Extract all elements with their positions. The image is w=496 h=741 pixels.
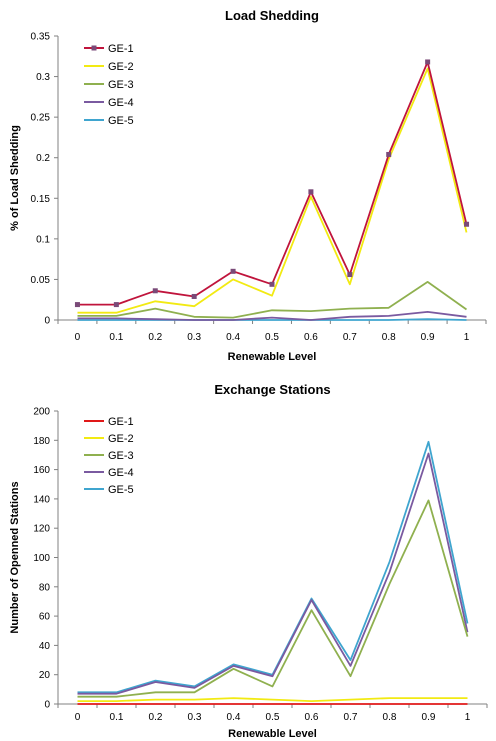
chart1-series-ge-1-point bbox=[386, 151, 392, 157]
chart2-x-tick-label: 0.9 bbox=[422, 712, 436, 723]
chart1-series-ge-1-line bbox=[77, 61, 468, 306]
chart1-y-tick-label: 0.05 bbox=[31, 275, 51, 286]
chart1-series-ge-2-line bbox=[77, 67, 468, 314]
chart1-y-tick-label: 0.3 bbox=[36, 72, 50, 83]
chart1-legend-label-ge-2: GE-2 bbox=[108, 61, 134, 73]
chart2-x-tick-label: 0.1 bbox=[110, 712, 124, 723]
chart1-x-tick-label: 0.6 bbox=[304, 332, 318, 343]
chart1-x-tick-label: 0.9 bbox=[421, 332, 435, 343]
chart1-x-tick-label: 0.7 bbox=[343, 332, 357, 343]
chart2-x-tick-label: 0.3 bbox=[188, 712, 202, 723]
chart1-y-tick-label: 0 bbox=[44, 316, 50, 327]
chart2-y-tick-label: 60 bbox=[39, 612, 51, 623]
chart1-x-tick-label: 0.4 bbox=[226, 332, 240, 343]
chart1-y-tick-label: 0.35 bbox=[31, 32, 51, 43]
chart1-legend-label-ge-3: GE-3 bbox=[108, 79, 134, 91]
chart2-y-tick-label: 140 bbox=[33, 494, 50, 505]
chart2-y-tick-label: 180 bbox=[33, 436, 50, 447]
chart2-x-tick-label: 0.2 bbox=[149, 712, 163, 723]
chart1-y-axis-label: % of Load Shedding bbox=[9, 125, 21, 231]
chart1-legend-label-ge-1: GE-1 bbox=[108, 43, 134, 55]
chart2-y-tick-label: 200 bbox=[33, 407, 50, 418]
chart2-legend-label-ge-1: GE-1 bbox=[108, 416, 134, 428]
chart1-x-tick-label: 0.2 bbox=[148, 332, 162, 343]
chart2-y-tick-label: 20 bbox=[39, 670, 51, 681]
chart2-title: Exchange Stations bbox=[214, 382, 330, 397]
chart2-y-tick-label: 0 bbox=[44, 700, 50, 711]
chart1-series-ge-1-point bbox=[113, 302, 119, 308]
chart1-x-tick-label: 0 bbox=[75, 332, 81, 343]
chart1-series-ge-1-point bbox=[464, 221, 470, 227]
chart1-series-ge-4-line bbox=[77, 310, 467, 321]
chart2-y-tick-label: 160 bbox=[33, 465, 50, 476]
load-shedding-chart: Load Shedding 0 0.05 0.1 0.15 0.2 0.25 0.3 0.35 0… bbox=[9, 8, 487, 363]
chart2-x-tick-label: 0.7 bbox=[344, 712, 358, 723]
chart2-x-tick-label: 0.6 bbox=[305, 712, 319, 723]
chart2-legend-label-ge-3: GE-3 bbox=[108, 450, 134, 462]
chart2-series-ge-3-line bbox=[77, 499, 469, 698]
chart1-x-tick-label: 0.3 bbox=[187, 332, 201, 343]
chart1-y-tick-label: 0.2 bbox=[36, 153, 50, 164]
chart1-series-ge-5-line bbox=[77, 318, 467, 321]
chart1-series-ge-1-point bbox=[347, 272, 353, 278]
chart1-series-ge-1-point bbox=[152, 288, 158, 294]
chart1-series-ge-1-point bbox=[191, 293, 197, 299]
chart1-x-axis-label: Renewable Level bbox=[228, 351, 317, 363]
chart1-y-tick-label: 0.1 bbox=[36, 234, 50, 245]
chart1-y-tick-label: 0.25 bbox=[31, 113, 51, 124]
chart1-x-tick-label: 0.8 bbox=[382, 332, 396, 343]
chart2-series-ge-5-line bbox=[77, 440, 469, 694]
chart2-y-tick-label: 120 bbox=[33, 524, 50, 535]
chart2-x-tick-label: 0 bbox=[75, 712, 81, 723]
chart2-y-tick-label: 100 bbox=[33, 553, 50, 564]
chart2-x-tick-label: 0.8 bbox=[383, 712, 397, 723]
chart2-x-tick-label: 1 bbox=[465, 712, 471, 723]
chart1-x-tick-label: 1 bbox=[464, 332, 470, 343]
exchange-stations-chart: Exchange Stations 0 20 40 60 80 100 120 140 160 18… bbox=[9, 382, 488, 740]
chart1-series-ge-1-point bbox=[74, 302, 80, 308]
chart1-series-ge-3-line bbox=[77, 280, 468, 319]
chart1-legend-marker-ge-1 bbox=[91, 45, 97, 51]
chart2-series-ge-2-line bbox=[77, 697, 468, 703]
chart1-x-tick-label: 0.1 bbox=[109, 332, 123, 343]
chart1-y-tick-label: 0.15 bbox=[31, 194, 51, 205]
chart1-series-ge-1-point bbox=[425, 59, 431, 65]
chart2-x-tick-label: 0.5 bbox=[266, 712, 280, 723]
chart2-y-axis-label: Number of Openned Stations bbox=[9, 481, 21, 633]
chart2-series-ge-4-line bbox=[77, 452, 469, 695]
chart1-x-tick-label: 0.5 bbox=[265, 332, 279, 343]
chart2-legend-label-ge-2: GE-2 bbox=[108, 433, 134, 445]
chart2-y-tick-label: 40 bbox=[39, 641, 51, 652]
chart1-series-ge-1-point bbox=[308, 189, 314, 195]
chart2-x-axis-label: Renewable Level bbox=[228, 728, 317, 740]
chart1-series-ge-1-point bbox=[230, 268, 236, 274]
chart2-legend-label-ge-5: GE-5 bbox=[108, 484, 134, 496]
chart1-legend-label-ge-5: GE-5 bbox=[108, 115, 134, 127]
chart1-title: Load Shedding bbox=[225, 8, 319, 23]
chart1-legend-label-ge-4: GE-4 bbox=[108, 97, 134, 109]
chart1-series-ge-1-point bbox=[269, 281, 275, 287]
chart2-y-tick-label: 80 bbox=[39, 582, 51, 593]
chart2-legend-label-ge-4: GE-4 bbox=[108, 467, 134, 479]
chart2-x-tick-label: 0.4 bbox=[227, 712, 241, 723]
